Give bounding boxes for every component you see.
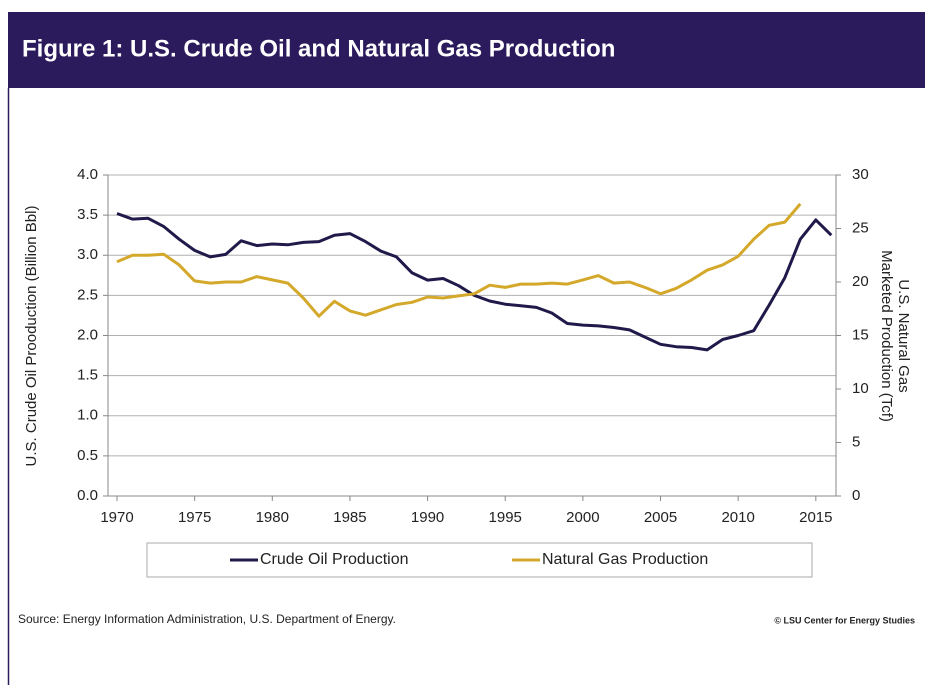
x-tick-label: 2000 xyxy=(566,509,599,526)
y2-axis-title: Marketed Production (Tcf) xyxy=(878,250,895,422)
y-tick-label: 1.0 xyxy=(77,407,98,424)
x-tick-label: 1985 xyxy=(333,509,366,526)
x-tick-label: 2010 xyxy=(721,509,754,526)
y-tick-label: 1.5 xyxy=(77,367,98,384)
x-tick-label: 1990 xyxy=(411,509,444,526)
y-tick-label: 2.0 xyxy=(77,326,98,343)
y-tick-label: 3.5 xyxy=(77,206,98,223)
y2-tick-label: 20 xyxy=(852,273,869,290)
y2-axis-title: U.S. Natural Gas xyxy=(895,279,912,392)
legend-label: Crude Oil Production xyxy=(260,551,409,568)
x-tick-label: 2005 xyxy=(644,509,677,526)
y-tick-label: 0.5 xyxy=(77,447,98,464)
credit: © LSU Center for Energy Studies xyxy=(774,615,915,625)
series-line xyxy=(116,212,833,352)
y2-tick-label: 25 xyxy=(852,219,869,236)
y-tick-label: 4.0 xyxy=(77,166,98,183)
y2-tick-label: 10 xyxy=(852,380,869,397)
y-tick-label: 2.5 xyxy=(77,286,98,303)
x-tick-label: 1980 xyxy=(256,509,289,526)
series-line xyxy=(116,202,802,318)
y-tick-label: 3.0 xyxy=(77,246,98,263)
y2-tick-label: 0 xyxy=(852,487,860,504)
y2-tick-label: 5 xyxy=(852,433,860,450)
y2-tick-label: 30 xyxy=(852,166,869,183)
x-tick-label: 1995 xyxy=(489,509,522,526)
y2-tick-label: 15 xyxy=(852,326,869,343)
legend-label: Natural Gas Production xyxy=(542,551,708,568)
legend-box xyxy=(146,542,813,578)
header-band xyxy=(8,12,925,88)
x-tick-label: 1975 xyxy=(178,509,211,526)
y-tick-label: 0.0 xyxy=(77,487,98,504)
x-tick-label: 1970 xyxy=(100,509,133,526)
x-tick-label: 2015 xyxy=(799,509,832,526)
chart-title: Figure 1: U.S. Crude Oil and Natural Gas… xyxy=(22,35,615,62)
source: Source: Energy Information Administratio… xyxy=(18,612,396,626)
y-axis-title: U.S. Crude Oil Prooduction (Billion Bbl) xyxy=(23,206,40,467)
